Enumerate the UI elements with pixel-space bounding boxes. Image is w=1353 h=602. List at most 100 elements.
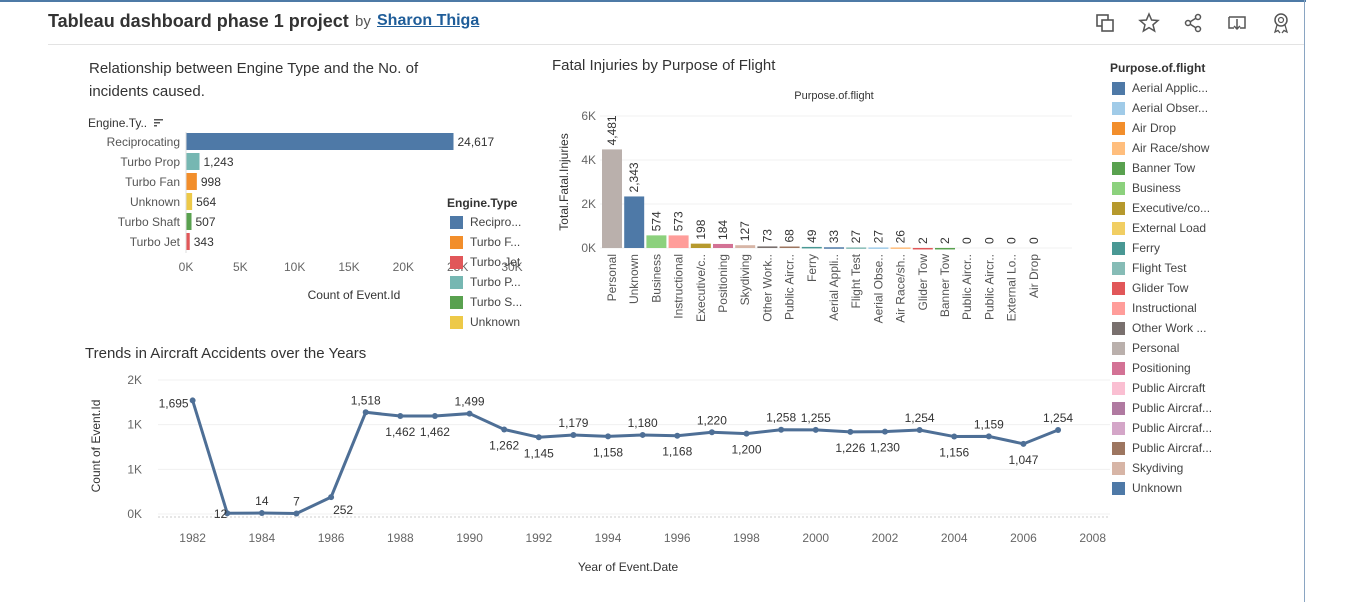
purpose-y-axis-label: Total.Fatal.Injuries (557, 133, 571, 230)
trend-point (916, 426, 923, 433)
copy-icon[interactable] (1094, 12, 1116, 34)
trend-x-tick: 1992 (525, 531, 552, 545)
trend-value-label: 1,262 (489, 438, 519, 452)
trend-x-tick: 2002 (872, 531, 899, 545)
purpose-fatal-chart: Purpose.of.flight Total.Fatal.Injuries 0K 2… (557, 90, 1072, 323)
purpose-bar (646, 235, 667, 248)
legend-swatch (450, 216, 463, 229)
trend-value-label: 1,200 (731, 443, 761, 457)
purpose-bar (846, 247, 867, 249)
legend-label: Flight Test (1132, 261, 1187, 275)
purpose-category-label: Glider Tow (916, 254, 930, 311)
purpose-value-label: 4,481 (605, 115, 619, 145)
trend-value-label: 1,258 (766, 411, 796, 425)
purpose-value-label: 49 (805, 229, 819, 243)
engine-value-label: 1,243 (204, 155, 234, 169)
legend-swatch (1112, 482, 1125, 495)
legend-swatch (1112, 302, 1125, 315)
purpose-bar (602, 149, 622, 248)
purpose-y-tick: 0K (581, 241, 596, 255)
engine-x-tick: 30K (501, 260, 522, 274)
trend-point (1020, 440, 1027, 447)
trend-point (674, 432, 681, 439)
trend-value-label: 1,179 (558, 416, 588, 430)
purpose-bar (690, 243, 711, 248)
purpose-chart-title: Fatal Injuries by Purpose of Flight (552, 57, 776, 74)
purpose-category-label: Public Aircr.. (783, 254, 797, 320)
legend-label: Other Work ... (1132, 321, 1207, 335)
trend-x-tick: 2004 (941, 531, 968, 545)
share-icon[interactable] (1182, 12, 1204, 34)
engine-x-tick: 10K (284, 260, 305, 274)
purpose-value-label: 573 (672, 211, 686, 231)
purpose-category-label: Personal (605, 254, 619, 301)
purpose-value-label: 26 (894, 230, 908, 244)
legend-swatch (450, 316, 463, 329)
legend-label: Business (1132, 181, 1181, 195)
star-icon[interactable] (1138, 12, 1160, 34)
engine-x-axis-label: Count of Event.Id (308, 288, 401, 302)
trend-point (397, 413, 404, 420)
download-icon[interactable] (1226, 12, 1248, 34)
legend-label: Positioning (1132, 361, 1191, 375)
trend-y-tick: 0K (127, 507, 142, 521)
trend-point (881, 428, 888, 435)
purpose-bar (757, 246, 778, 248)
purpose-y-tick: 6K (581, 109, 596, 123)
purpose-value-label: 0 (1027, 237, 1041, 244)
purpose-category-label: Aerial Appli.. (827, 254, 841, 321)
badge-icon[interactable] (1270, 12, 1292, 34)
engine-type-chart: Engine.Ty.. Reciprocating 24,617 Turbo Prop… (88, 116, 523, 302)
engine-category-label: Turbo Shaft (118, 215, 181, 229)
trend-point (1055, 426, 1062, 433)
legend-label: Skydiving (1132, 461, 1184, 475)
trend-x-tick: 1996 (664, 531, 691, 545)
legend-label: Personal (1132, 341, 1180, 355)
trend-value-label: 1,156 (939, 446, 969, 460)
engine-value-label: 343 (194, 235, 214, 249)
trend-value-label: 1,226 (835, 441, 865, 455)
purpose-category-label: External Lo.. (1005, 254, 1019, 321)
trend-point (639, 431, 646, 438)
sort-icon-line (154, 119, 163, 121)
purpose-y-tick: 2K (581, 197, 596, 211)
engine-chart-title-line2: incidents caused. (89, 83, 205, 100)
trend-y-tick: 1K (127, 418, 142, 432)
purpose-bar (713, 243, 733, 248)
purpose-category-label: Banner Tow (938, 254, 952, 317)
engine-legend-title: Engine.Type (447, 196, 518, 210)
engine-category-label: Turbo Jet (130, 235, 181, 249)
engine-bar (186, 193, 193, 210)
purpose-category-label: Air Drop (1027, 254, 1041, 298)
engine-x-tick: 15K (338, 260, 359, 274)
trend-point (293, 510, 300, 517)
trend-point (224, 510, 231, 517)
purpose-bar (779, 246, 800, 249)
trend-x-tick: 2000 (802, 531, 829, 545)
legend-label: Turbo P... (470, 275, 521, 289)
legend-swatch (1112, 222, 1125, 235)
legend-swatch (1112, 182, 1125, 195)
trend-point (535, 434, 542, 441)
legend-swatch (450, 236, 463, 249)
dashboard-header: Tableau dashboard phase 1 project by Sha… (0, 0, 1353, 44)
trend-value-label: 1,462 (420, 425, 450, 439)
legend-swatch (1112, 322, 1125, 335)
sort-icon-line (154, 122, 160, 124)
trend-value-label: 252 (333, 503, 353, 517)
purpose-value-label: 0 (982, 237, 996, 244)
purpose-category-label: Flight Test (849, 253, 863, 308)
trend-value-label: 1,047 (1008, 453, 1038, 467)
trend-value-label: 1,518 (351, 393, 381, 407)
purpose-value-label: 27 (871, 230, 885, 244)
legend-swatch (1112, 122, 1125, 135)
legend-label: Unknown (1132, 481, 1183, 495)
engine-chart-title-line1: Relationship between Engine Type and the… (89, 60, 419, 77)
legend-swatch (450, 296, 463, 309)
by-label: by (355, 13, 371, 30)
author-link[interactable]: Sharon Thiga (377, 12, 480, 29)
trend-point (258, 510, 265, 517)
trend-point (743, 430, 750, 437)
trend-line (191, 399, 1059, 516)
engine-bar (186, 153, 200, 170)
